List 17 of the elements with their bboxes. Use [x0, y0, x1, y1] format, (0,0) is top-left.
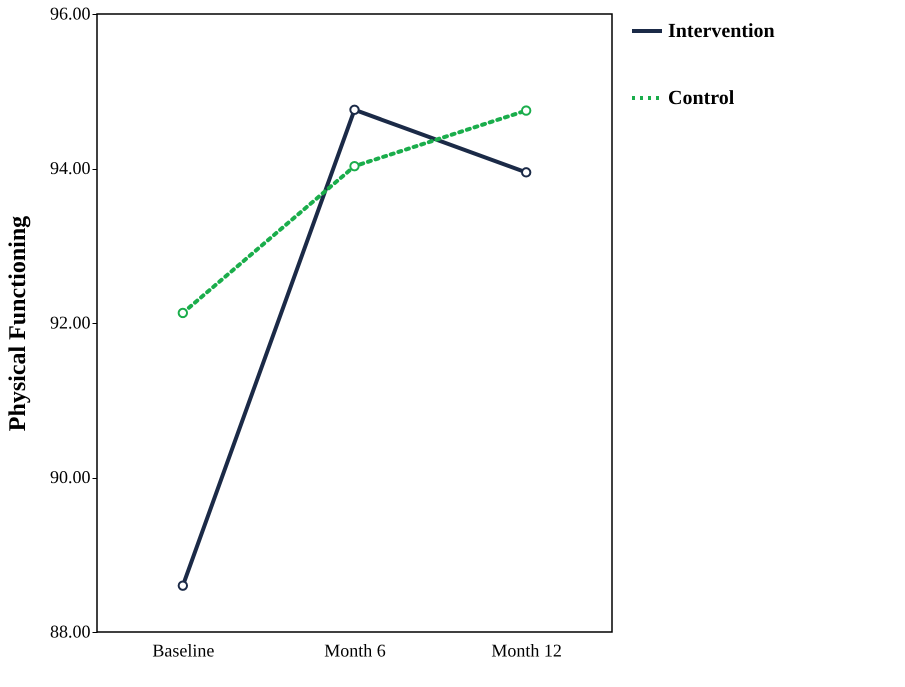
- point: [520, 167, 532, 178]
- x-tick-label: Baseline: [152, 640, 214, 660]
- y-tick-label: 96.00: [50, 4, 90, 24]
- y-tick-label: 88.00: [50, 622, 90, 642]
- point: [520, 105, 532, 116]
- y-axis-title: Physical Functioning: [5, 216, 31, 432]
- legend-label: Control: [668, 87, 735, 109]
- point: [178, 580, 188, 591]
- point: [178, 308, 188, 318]
- point: [349, 104, 360, 115]
- y-tick-label: 90.00: [50, 467, 90, 487]
- x-tick-label: Month 12: [491, 640, 562, 660]
- y-tick-label: 94.00: [50, 158, 90, 178]
- point: [349, 161, 360, 172]
- x-tick-label: Month 6: [324, 640, 386, 660]
- y-tick-label: 92.00: [50, 312, 90, 332]
- legend-label: Intervention: [668, 20, 775, 42]
